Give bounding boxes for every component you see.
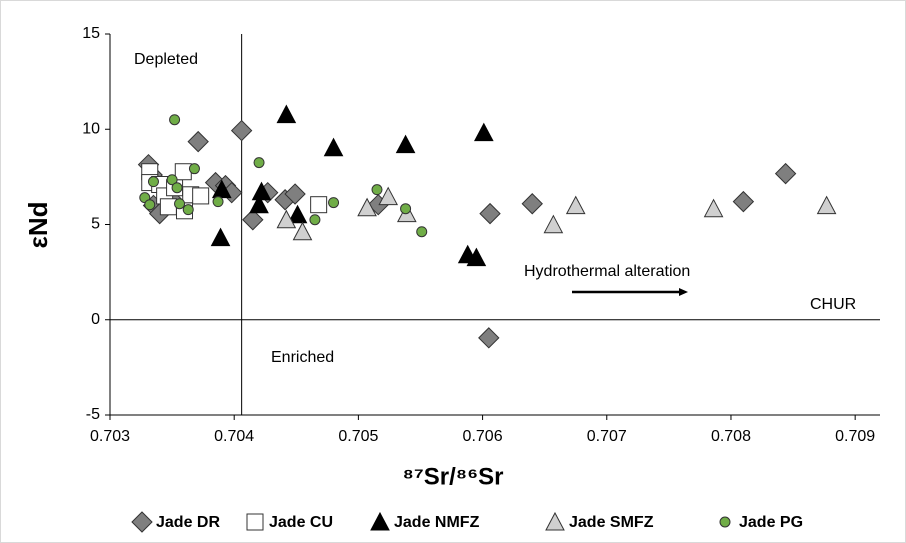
annotation: CHUR [810,296,856,313]
point [543,214,564,234]
point [466,247,487,267]
point [473,122,494,142]
annotation: Enriched [271,349,334,366]
point [242,209,264,231]
legend-label: Jade SMFZ [569,514,654,531]
point [703,198,724,218]
point [732,190,755,213]
legend-label: Jade DR [156,514,220,531]
point [159,198,177,216]
point [230,119,253,142]
x-tick-label: 0.707 [587,428,627,445]
point [816,195,837,215]
point [395,134,416,154]
legend-label: Jade NMFZ [394,514,480,531]
point [478,327,500,349]
legend-label: Jade CU [269,514,333,531]
point [310,196,328,214]
point [378,186,399,206]
legend-marker [131,511,153,533]
point [249,194,269,214]
point [774,162,797,185]
point [276,209,297,229]
legend-marker [719,516,731,528]
point [565,195,586,215]
point [210,227,231,247]
annotation: Depleted [134,51,198,68]
point [169,114,181,126]
point [287,204,308,224]
legend-marker [370,511,390,531]
point [174,198,186,210]
point [400,203,412,215]
point [192,187,210,205]
point [251,181,272,201]
x-tick-label: 0.704 [214,428,254,445]
point [284,183,306,205]
point [174,163,192,181]
point [292,221,313,241]
point [253,157,265,169]
point [182,204,194,216]
y-tick-label: 10 [82,120,100,137]
x-tick-label: 0.708 [711,428,751,445]
y-tick-label: 0 [91,311,100,328]
y-axis-label: εNd [23,202,53,249]
arrow-head [679,288,688,296]
point [212,196,224,208]
point [276,104,297,124]
point [147,176,159,188]
x-tick-label: 0.709 [835,428,875,445]
point [187,130,209,153]
y-tick-label: 5 [91,216,100,233]
annotation: Hydrothermal alteration [524,263,690,280]
point [371,184,383,196]
point [328,197,340,209]
x-tick-label: 0.703 [90,428,130,445]
point [166,174,178,186]
point [144,199,156,211]
y-tick-label: -5 [86,406,100,423]
point [171,182,183,194]
y-tick-label: 15 [82,25,100,42]
point [521,193,543,215]
point [479,202,501,225]
legend-label: Jade PG [739,514,803,531]
legend-marker [246,513,264,531]
legend-marker [545,511,565,531]
point [323,137,344,157]
point [416,226,428,238]
point [309,214,321,226]
point [188,163,200,175]
x-tick-label: 0.706 [463,428,503,445]
x-tick-label: 0.705 [338,428,378,445]
x-axis-label: ⁸⁷Sr/⁸⁶Sr [402,463,503,490]
point [357,197,377,217]
